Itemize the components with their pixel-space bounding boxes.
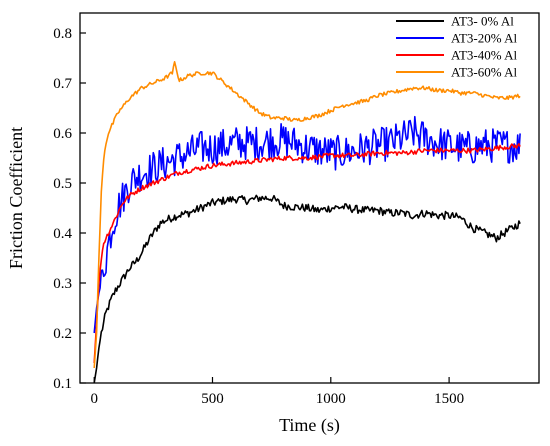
y-tick-label: 0.7 bbox=[53, 76, 72, 92]
legend-label: AT3-60% Al bbox=[451, 65, 517, 80]
x-tick-label: 1500 bbox=[434, 391, 464, 407]
series-line-3 bbox=[93, 143, 521, 364]
y-tick-label: 0.6 bbox=[53, 126, 72, 142]
y-tick-label: 0.8 bbox=[53, 26, 72, 42]
legend-label: AT3-40% Al bbox=[451, 48, 517, 63]
legend-label: AT3-20% Al bbox=[451, 31, 517, 46]
y-tick-label: 0.4 bbox=[53, 226, 72, 242]
y-axis-title: Friction Coefficient bbox=[6, 127, 26, 269]
legend: AT3- 0% Al AT3-20% Al AT3-40% Al AT3-60% Al bbox=[396, 14, 517, 80]
y-tick-label: 0.3 bbox=[53, 276, 72, 292]
y-tick-label: 0.5 bbox=[53, 176, 72, 192]
x-tick-label: 500 bbox=[201, 391, 224, 407]
x-axis-title: Time (s) bbox=[279, 415, 340, 436]
plot-frame bbox=[79, 12, 540, 384]
x-tick-label: 1000 bbox=[316, 391, 346, 407]
y-tick-label: 0.1 bbox=[53, 376, 72, 392]
series-layer bbox=[93, 61, 521, 384]
x-tick-label: 0 bbox=[90, 391, 98, 407]
series-line-2 bbox=[93, 115, 521, 334]
ticks-layer: 0 500 1000 1500 0.1 0.2 0.3 0.4 0.5 0.6 0.7 0.8 bbox=[53, 26, 464, 407]
y-tick-label: 0.2 bbox=[53, 326, 72, 342]
series-line-1 bbox=[93, 194, 521, 384]
series-line-4 bbox=[93, 61, 521, 369]
legend-label: AT3- 0% Al bbox=[451, 14, 514, 29]
